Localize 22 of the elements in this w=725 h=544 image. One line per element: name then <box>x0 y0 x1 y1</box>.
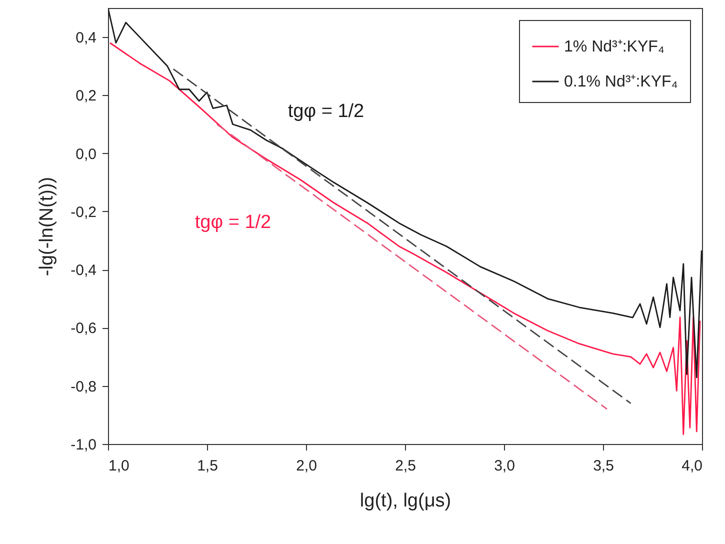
x-tick-label: 2,0 <box>296 458 317 474</box>
x-tick-label: 2,5 <box>395 458 416 474</box>
x-tick-label: 1,0 <box>108 458 130 474</box>
y-axis-title: -lg(-ln(N(t))) <box>36 176 58 276</box>
y-tick-label: -1,0 <box>70 436 96 454</box>
annotation: tgφ = 1/2 <box>288 101 364 122</box>
x-tick-label: 1,5 <box>197 458 218 474</box>
x-tick-label: 4,0 <box>682 458 702 474</box>
line-series <box>108 8 702 378</box>
y-tick-label: 0,4 <box>76 30 96 47</box>
y-tick-label: -0,8 <box>70 378 96 396</box>
x-axis-title: lg(t), lg(μs) <box>360 490 452 512</box>
annotation: tgφ = 1/2 <box>194 212 272 233</box>
x-tick-label: 3,5 <box>593 458 614 474</box>
y-tick-label: 0,2 <box>76 88 96 105</box>
y-tick-label: -0,6 <box>70 320 96 338</box>
x-tick-label: 3,0 <box>494 458 515 474</box>
y-tick-label: -0,2 <box>70 204 96 221</box>
y-tick-label: 0,0 <box>76 146 96 163</box>
legend-label: 1% Nd³⁺:KYF₄ <box>564 38 664 56</box>
y-tick-label: -0,4 <box>70 262 96 280</box>
legend-label: 0.1% Nd³⁺:KYF₄ <box>564 74 678 90</box>
